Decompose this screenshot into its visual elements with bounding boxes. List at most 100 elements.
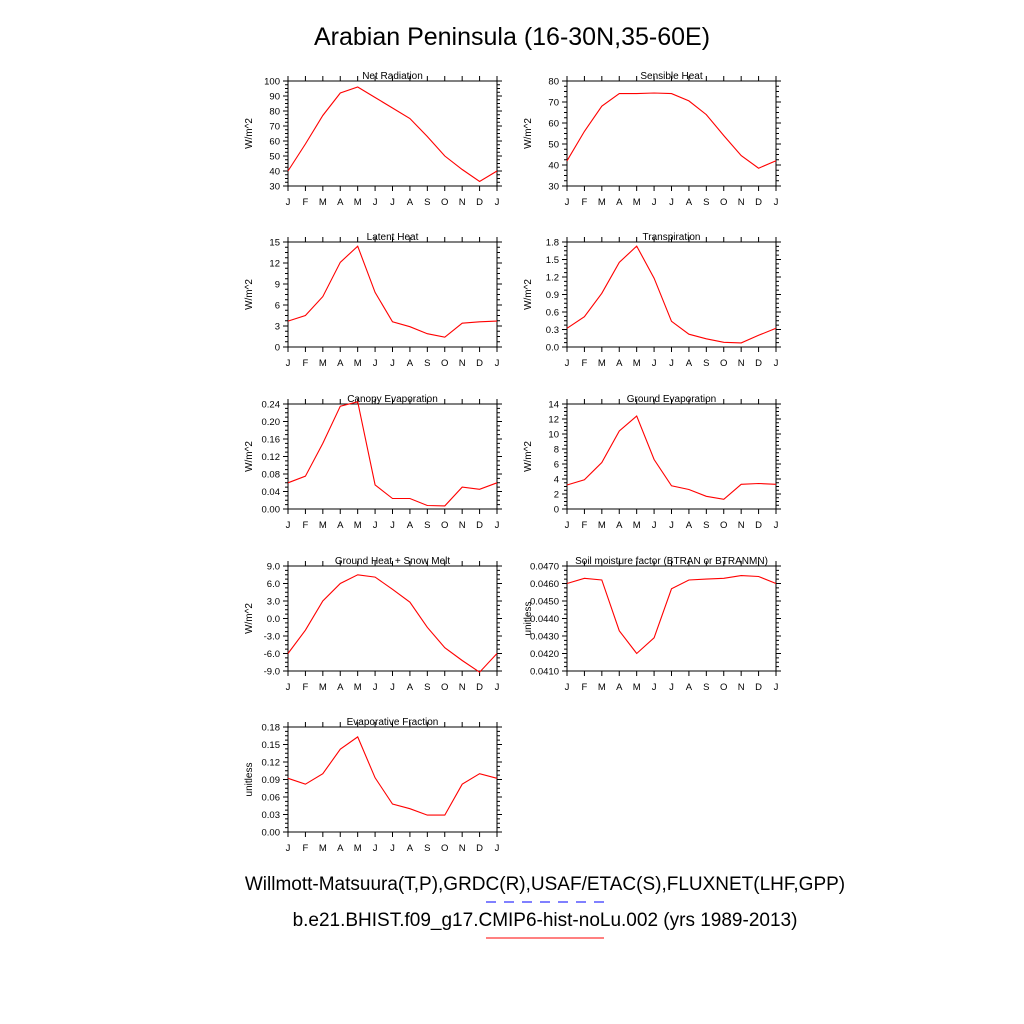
x-tick-label: A	[407, 843, 414, 854]
x-tick-label: F	[582, 682, 588, 693]
x-tick-label: J	[774, 520, 779, 531]
y-tick-label: 0.9	[546, 290, 559, 301]
y-tick-label: 0.18	[262, 723, 281, 734]
y-tick-label: 0.0450	[530, 597, 559, 608]
x-tick-label: A	[686, 520, 693, 531]
y-tick-label: 15	[269, 238, 280, 249]
y-axis-label: W/m^2	[244, 603, 255, 634]
x-tick-label: M	[633, 682, 641, 693]
y-tick-label: 0.0430	[530, 632, 559, 643]
y-axis-label: unitless	[523, 602, 534, 636]
x-tick-label: O	[720, 520, 727, 531]
x-tick-label: J	[373, 197, 378, 208]
x-tick-label: A	[616, 682, 623, 693]
x-tick-label: N	[459, 520, 466, 531]
y-tick-label: 70	[548, 98, 559, 109]
plot-frame	[566, 403, 777, 510]
y-tick-label: 0.20	[262, 417, 281, 428]
y-tick-label: 0.12	[262, 758, 281, 769]
y-tick-label: 0.06	[262, 793, 281, 804]
y-tick-label: 0	[275, 343, 280, 354]
x-tick-label: O	[720, 197, 727, 208]
x-tick-label: D	[755, 197, 762, 208]
y-tick-label: 0.24	[262, 400, 281, 411]
x-tick-label: J	[669, 520, 674, 531]
x-tick-label: A	[686, 197, 693, 208]
x-tick-label: F	[582, 520, 588, 531]
x-tick-label: J	[286, 843, 291, 854]
x-tick-label: A	[337, 520, 344, 531]
series-line-model	[566, 92, 777, 169]
x-tick-label: N	[738, 358, 745, 369]
y-tick-label: 0.0440	[530, 614, 559, 625]
y-tick-label: 40	[269, 167, 280, 178]
y-tick-label: 8	[554, 445, 559, 456]
x-tick-label: N	[738, 197, 745, 208]
x-tick-label: J	[774, 682, 779, 693]
y-tick-label: 14	[548, 400, 559, 411]
x-tick-label: J	[565, 197, 570, 208]
y-axis-label: W/m^2	[244, 118, 255, 149]
series-line-model	[287, 245, 498, 338]
x-tick-label: J	[373, 682, 378, 693]
x-tick-label: O	[441, 197, 448, 208]
y-axis-label: unitless	[244, 763, 255, 797]
x-tick-label: S	[424, 682, 430, 693]
series-line-model	[566, 575, 777, 655]
x-tick-label: J	[774, 197, 779, 208]
y-tick-label: 0.0	[267, 614, 280, 625]
x-tick-label: D	[476, 843, 483, 854]
obs-source-label: Willmott-Matsuura(T,P),GRDC(R),USAF/ETAC…	[245, 874, 845, 895]
x-tick-label: F	[582, 358, 588, 369]
series-line-model	[566, 415, 777, 500]
panel-ground-heat-snow-melt: Ground Heat + Snow MeltW/m^2-9.0-6.0-3.0…	[244, 556, 502, 693]
y-tick-label: 0.03	[262, 810, 281, 821]
y-tick-label: -3.0	[264, 632, 280, 643]
y-axis-label: W/m^2	[523, 279, 534, 310]
y-tick-label: 0.12	[262, 452, 281, 463]
y-tick-label: 6	[554, 460, 559, 471]
x-tick-label: D	[476, 358, 483, 369]
x-tick-label: J	[286, 682, 291, 693]
y-tick-label: 50	[548, 140, 559, 151]
y-tick-label: 60	[548, 119, 559, 130]
x-tick-label: D	[476, 520, 483, 531]
y-tick-label: -6.0	[264, 649, 280, 660]
x-tick-label: J	[286, 197, 291, 208]
y-tick-label: 0.6	[546, 308, 559, 319]
x-tick-label: J	[390, 197, 395, 208]
y-tick-label: 1.2	[546, 273, 559, 284]
y-tick-label: 6	[275, 301, 280, 312]
x-tick-label: J	[565, 520, 570, 531]
figure-title: Arabian Peninsula (16-30N,35-60E)	[314, 23, 710, 51]
x-tick-label: F	[303, 682, 309, 693]
x-tick-label: M	[598, 520, 606, 531]
x-tick-label: A	[407, 682, 414, 693]
x-tick-label: D	[755, 520, 762, 531]
x-tick-label: M	[354, 358, 362, 369]
x-tick-label: J	[373, 520, 378, 531]
y-tick-label: 0.0460	[530, 579, 559, 590]
y-tick-label: 0.04	[262, 487, 281, 498]
y-tick-label: 0.15	[262, 740, 281, 751]
plot-frame	[287, 80, 498, 187]
x-tick-label: M	[319, 197, 327, 208]
y-tick-label: 3.0	[267, 597, 280, 608]
x-tick-label: O	[441, 682, 448, 693]
x-tick-label: O	[441, 358, 448, 369]
y-tick-label: 6.0	[267, 579, 280, 590]
x-tick-label: J	[495, 843, 500, 854]
x-tick-label: N	[459, 682, 466, 693]
x-tick-label: N	[459, 197, 466, 208]
y-axis-label: W/m^2	[244, 441, 255, 472]
x-tick-label: J	[390, 843, 395, 854]
x-tick-label: J	[390, 682, 395, 693]
x-tick-label: J	[669, 682, 674, 693]
y-tick-label: 1.8	[546, 238, 559, 249]
x-tick-label: S	[703, 197, 709, 208]
x-tick-label: M	[354, 197, 362, 208]
x-tick-label: J	[390, 520, 395, 531]
x-tick-label: J	[652, 358, 657, 369]
x-tick-label: O	[720, 682, 727, 693]
